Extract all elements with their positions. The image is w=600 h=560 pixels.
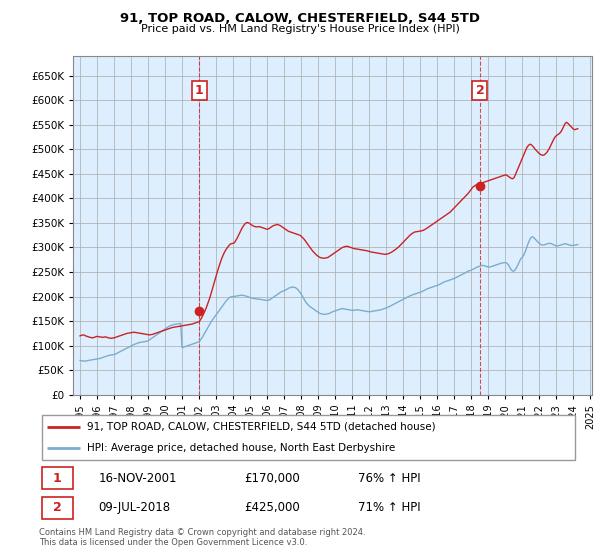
Text: £170,000: £170,000 <box>244 472 300 485</box>
FancyBboxPatch shape <box>42 415 575 460</box>
FancyBboxPatch shape <box>42 467 73 489</box>
Text: Contains HM Land Registry data © Crown copyright and database right 2024.
This d: Contains HM Land Registry data © Crown c… <box>39 528 365 547</box>
Text: 71% ↑ HPI: 71% ↑ HPI <box>358 501 420 514</box>
Text: 76% ↑ HPI: 76% ↑ HPI <box>358 472 420 485</box>
Text: Price paid vs. HM Land Registry's House Price Index (HPI): Price paid vs. HM Land Registry's House … <box>140 24 460 34</box>
Text: 1: 1 <box>195 84 203 97</box>
Text: 91, TOP ROAD, CALOW, CHESTERFIELD, S44 5TD: 91, TOP ROAD, CALOW, CHESTERFIELD, S44 5… <box>120 12 480 25</box>
Text: 1: 1 <box>53 472 62 485</box>
Text: 09-JUL-2018: 09-JUL-2018 <box>98 501 170 514</box>
Text: 91, TOP ROAD, CALOW, CHESTERFIELD, S44 5TD (detached house): 91, TOP ROAD, CALOW, CHESTERFIELD, S44 5… <box>86 422 435 432</box>
Text: 2: 2 <box>53 501 62 514</box>
Text: HPI: Average price, detached house, North East Derbyshire: HPI: Average price, detached house, Nort… <box>86 443 395 453</box>
FancyBboxPatch shape <box>42 497 73 519</box>
Text: 2: 2 <box>476 84 484 97</box>
Text: 16-NOV-2001: 16-NOV-2001 <box>98 472 177 485</box>
Text: £425,000: £425,000 <box>244 501 300 514</box>
